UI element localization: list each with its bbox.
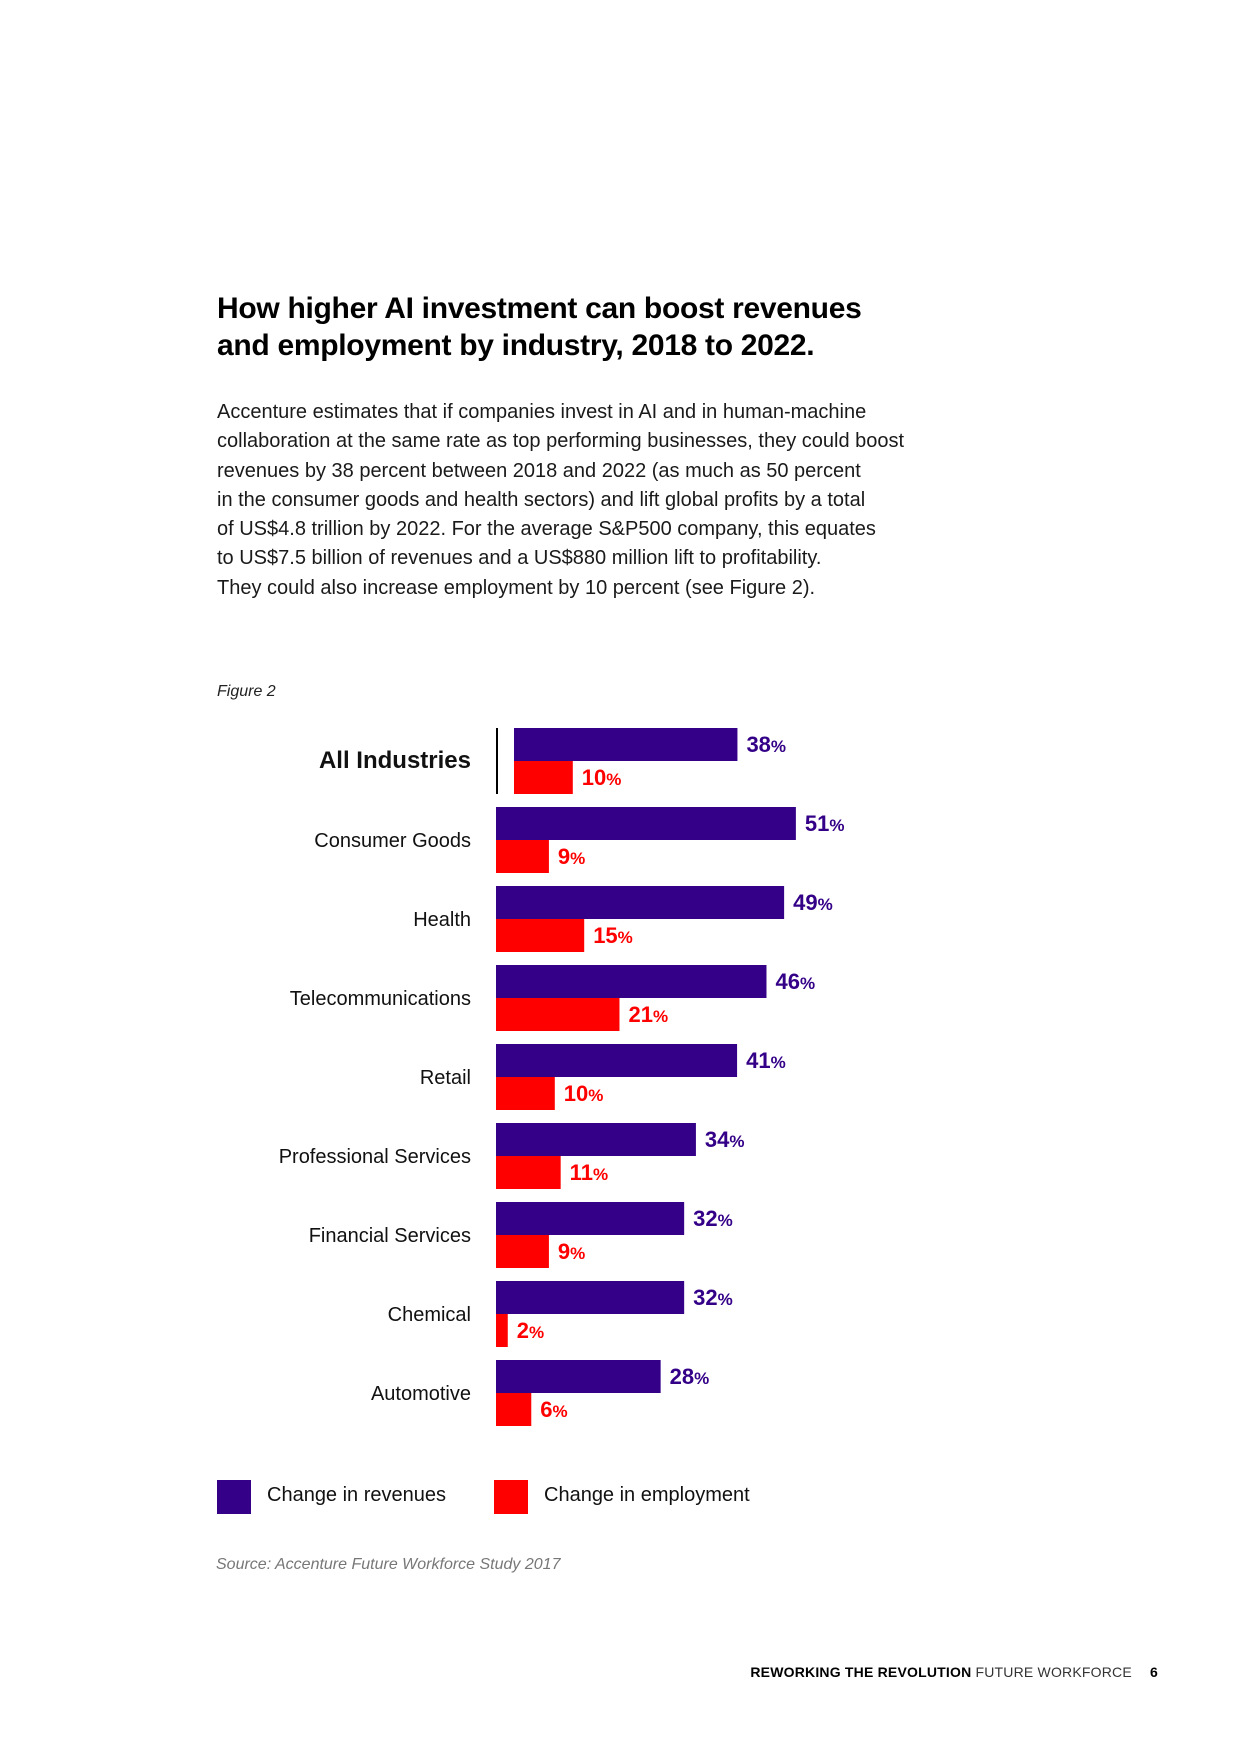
legend-swatch-revenues <box>217 1480 251 1514</box>
employment-value-label: 9% <box>558 1239 585 1264</box>
intro-line: collaboration at the same rate as top pe… <box>217 430 905 453</box>
revenue-value-label: 46% <box>775 969 815 994</box>
employment-value-label: 10% <box>582 765 622 790</box>
revenue-value-label: 32% <box>693 1206 733 1231</box>
footer-title: REWORKING THE REVOLUTION <box>750 1664 972 1680</box>
revenue-value-label: 51% <box>805 811 845 836</box>
legend-swatch-employment <box>494 1480 528 1514</box>
page-number: 6 <box>1150 1664 1158 1680</box>
employment-bar <box>496 919 585 952</box>
category-label: All Industries <box>319 747 471 774</box>
employment-value-label: 2% <box>517 1318 544 1343</box>
revenue-bar <box>496 886 785 919</box>
employment-value-label: 10% <box>564 1081 604 1106</box>
intro-line: to US$7.5 billion of revenues and a US$8… <box>217 547 822 570</box>
legend-label-revenues: Change in revenues <box>267 1484 447 1506</box>
employment-value-label: 11% <box>570 1160 608 1185</box>
category-label: Health <box>413 909 471 931</box>
category-label: Consumer Goods <box>314 830 471 852</box>
source-note: Source: Accenture Future Workforce Study… <box>216 1556 561 1573</box>
intro-line: in the consumer goods and health sectors… <box>217 488 866 511</box>
intro-line: of US$4.8 trillion by 2022. For the aver… <box>217 518 876 541</box>
intro-paragraph: Accenture estimates that if companies in… <box>217 398 1017 603</box>
revenue-value-label: 34% <box>705 1127 745 1152</box>
page-heading: How higher AI investment can boost reven… <box>217 290 1017 364</box>
intro-line: Accenture estimates that if companies in… <box>217 401 867 423</box>
employment-bar <box>496 998 620 1031</box>
revenue-bar <box>496 1044 738 1077</box>
category-label: Retail <box>420 1067 471 1089</box>
employment-value-label: 9% <box>558 844 585 869</box>
category-label: Financial Services <box>309 1225 471 1247</box>
employment-bar <box>496 1156 561 1189</box>
revenue-bar <box>514 728 738 761</box>
heading-line-2: and employment by industry, 2018 to 2022… <box>217 329 815 362</box>
employment-bar <box>496 1077 555 1110</box>
figure-label: Figure 2 <box>217 683 276 700</box>
revenue-bar <box>496 1123 696 1156</box>
revenue-value-label: 32% <box>693 1285 733 1310</box>
revenue-bar <box>496 1202 685 1235</box>
revenue-bar <box>496 965 767 998</box>
employment-value-label: 15% <box>593 923 633 948</box>
employment-bar <box>496 1314 508 1347</box>
employment-bar <box>514 761 573 794</box>
intro-line: revenues by 38 percent between 2018 and … <box>217 459 861 482</box>
revenue-value-label: 38% <box>746 732 786 757</box>
category-label: Automotive <box>371 1383 471 1405</box>
category-label: Chemical <box>388 1304 471 1326</box>
revenue-bar <box>496 1281 685 1314</box>
category-label: Telecommunications <box>290 988 471 1010</box>
employment-bar <box>496 840 549 873</box>
category-label: Professional Services <box>279 1146 471 1168</box>
revenue-value-label: 41% <box>746 1048 786 1073</box>
legend-label-employment: Change in employment <box>544 1484 750 1506</box>
heading-line-1: How higher AI investment can boost reven… <box>217 292 862 325</box>
intro-line: They could also increase employment by 1… <box>217 576 816 599</box>
employment-bar <box>496 1235 549 1268</box>
employment-bar <box>496 1393 532 1426</box>
revenue-bar <box>496 807 796 840</box>
revenue-value-label: 49% <box>793 890 833 915</box>
revenue-bar <box>496 1360 661 1393</box>
employment-value-label: 21% <box>628 1002 668 1027</box>
bar-chart: All Industries 38% 10% Consumer Goods 51% 9% H… <box>279 728 845 1426</box>
footer-subtitle: FUTURE WORKFORCE <box>975 1664 1132 1680</box>
employment-value-label: 6% <box>540 1397 567 1422</box>
revenue-value-label: 28% <box>670 1364 710 1389</box>
page-footer: REWORKING THE REVOLUTION FUTURE WORKFORC… <box>750 1664 1158 1680</box>
